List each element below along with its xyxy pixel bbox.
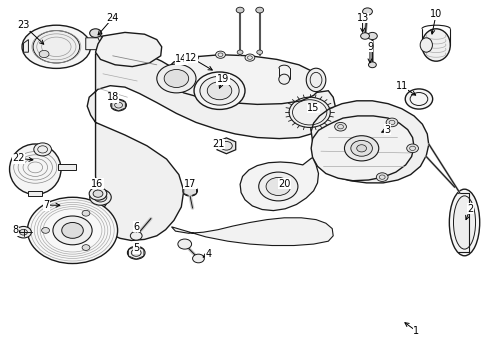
Circle shape <box>245 54 255 61</box>
Polygon shape <box>87 49 336 240</box>
Circle shape <box>111 99 126 111</box>
Circle shape <box>82 210 90 216</box>
Circle shape <box>363 8 372 15</box>
Circle shape <box>386 118 398 127</box>
Circle shape <box>90 29 101 37</box>
Circle shape <box>93 190 103 197</box>
Circle shape <box>164 69 189 87</box>
Ellipse shape <box>306 68 326 91</box>
Circle shape <box>127 246 145 259</box>
Polygon shape <box>311 116 414 181</box>
Circle shape <box>130 231 142 240</box>
Circle shape <box>405 89 433 109</box>
Circle shape <box>257 50 263 54</box>
Ellipse shape <box>420 38 433 52</box>
Circle shape <box>372 130 384 138</box>
Circle shape <box>376 173 388 181</box>
Text: 21: 21 <box>212 139 224 149</box>
Circle shape <box>236 7 244 13</box>
Circle shape <box>344 136 379 161</box>
Polygon shape <box>184 185 196 196</box>
Polygon shape <box>217 138 236 154</box>
Circle shape <box>89 187 107 200</box>
Circle shape <box>178 239 192 249</box>
Circle shape <box>94 193 107 202</box>
Circle shape <box>357 145 367 152</box>
Circle shape <box>53 216 92 245</box>
Circle shape <box>20 229 27 235</box>
Circle shape <box>266 177 291 195</box>
Polygon shape <box>58 164 76 170</box>
Circle shape <box>368 32 377 40</box>
Text: 24: 24 <box>106 13 119 23</box>
Circle shape <box>216 51 225 58</box>
Circle shape <box>39 50 49 58</box>
Polygon shape <box>240 158 318 211</box>
Ellipse shape <box>22 25 91 68</box>
Circle shape <box>259 172 298 201</box>
Circle shape <box>351 140 372 156</box>
Polygon shape <box>172 218 333 246</box>
Text: 8: 8 <box>13 225 19 235</box>
Ellipse shape <box>449 189 480 256</box>
Circle shape <box>368 62 376 68</box>
Text: 18: 18 <box>107 92 119 102</box>
Text: 9: 9 <box>367 42 373 52</box>
Polygon shape <box>311 101 429 183</box>
Text: 3: 3 <box>384 125 390 135</box>
Text: 22: 22 <box>12 153 25 163</box>
Circle shape <box>157 64 196 93</box>
Text: 15: 15 <box>307 103 320 113</box>
Ellipse shape <box>422 29 450 61</box>
Circle shape <box>361 33 369 39</box>
Text: 4: 4 <box>205 249 211 259</box>
Polygon shape <box>96 32 162 67</box>
Circle shape <box>82 245 90 251</box>
Text: 5: 5 <box>133 243 139 253</box>
Circle shape <box>189 54 198 61</box>
Circle shape <box>16 226 31 238</box>
Text: 12: 12 <box>185 53 197 63</box>
Text: 13: 13 <box>356 13 368 23</box>
Circle shape <box>193 254 204 263</box>
Circle shape <box>27 197 118 264</box>
Circle shape <box>90 189 111 205</box>
Circle shape <box>335 122 346 131</box>
Ellipse shape <box>9 144 61 194</box>
Text: 1: 1 <box>414 326 419 336</box>
Text: 16: 16 <box>91 179 103 189</box>
Circle shape <box>207 82 232 100</box>
Circle shape <box>131 249 141 256</box>
Ellipse shape <box>279 74 290 84</box>
Ellipse shape <box>262 171 299 205</box>
Text: 11: 11 <box>395 81 408 91</box>
Ellipse shape <box>33 31 79 63</box>
Circle shape <box>256 7 264 13</box>
Text: 6: 6 <box>133 222 139 232</box>
Circle shape <box>62 222 83 238</box>
Circle shape <box>407 144 418 153</box>
Polygon shape <box>28 191 42 196</box>
Circle shape <box>183 185 197 196</box>
Ellipse shape <box>454 196 476 249</box>
Text: 2: 2 <box>467 204 473 214</box>
Polygon shape <box>112 99 125 111</box>
Text: 17: 17 <box>184 179 196 189</box>
Circle shape <box>34 143 51 156</box>
Circle shape <box>42 228 49 233</box>
Text: 10: 10 <box>430 9 442 19</box>
Circle shape <box>200 76 239 105</box>
Polygon shape <box>164 55 321 104</box>
Text: 23: 23 <box>17 20 30 30</box>
Circle shape <box>194 72 245 109</box>
Circle shape <box>237 50 243 54</box>
Polygon shape <box>86 38 100 50</box>
Text: 19: 19 <box>217 74 229 84</box>
Text: 7: 7 <box>44 200 49 210</box>
Polygon shape <box>24 40 28 52</box>
Text: 14: 14 <box>175 54 187 64</box>
Text: 20: 20 <box>278 179 291 189</box>
